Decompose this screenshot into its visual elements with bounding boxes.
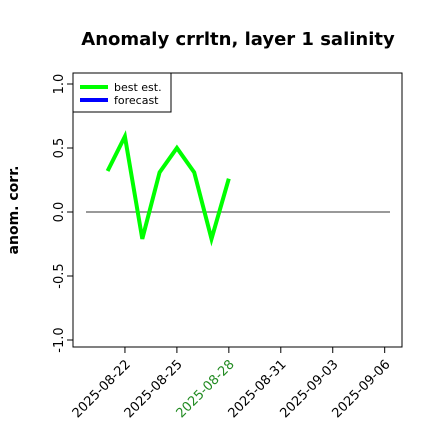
y-tick-label: 1.0 — [52, 74, 67, 95]
y-axis-label: anom. corr. — [6, 166, 22, 255]
y-tick-label: 0.0 — [52, 202, 67, 223]
y-tick-label: 0.5 — [52, 138, 67, 159]
legend-label: forecast — [114, 94, 159, 107]
chart-title: Anomaly crrltn, layer 1 salinity — [81, 29, 395, 50]
y-tick-label: -1.0 — [52, 327, 67, 352]
legend-box — [72, 72, 172, 113]
plot-layer: -1.0-0.50.00.51.02025-08-222025-08-25202… — [52, 74, 394, 422]
plot-frame — [72, 72, 403, 348]
legend-label: best est. — [114, 81, 162, 94]
y-tick-label: -0.5 — [52, 263, 67, 288]
legend-items: best est.forecast — [80, 81, 162, 107]
series-line-best-estimate — [105, 130, 231, 247]
legend: best est.forecast — [72, 72, 172, 113]
